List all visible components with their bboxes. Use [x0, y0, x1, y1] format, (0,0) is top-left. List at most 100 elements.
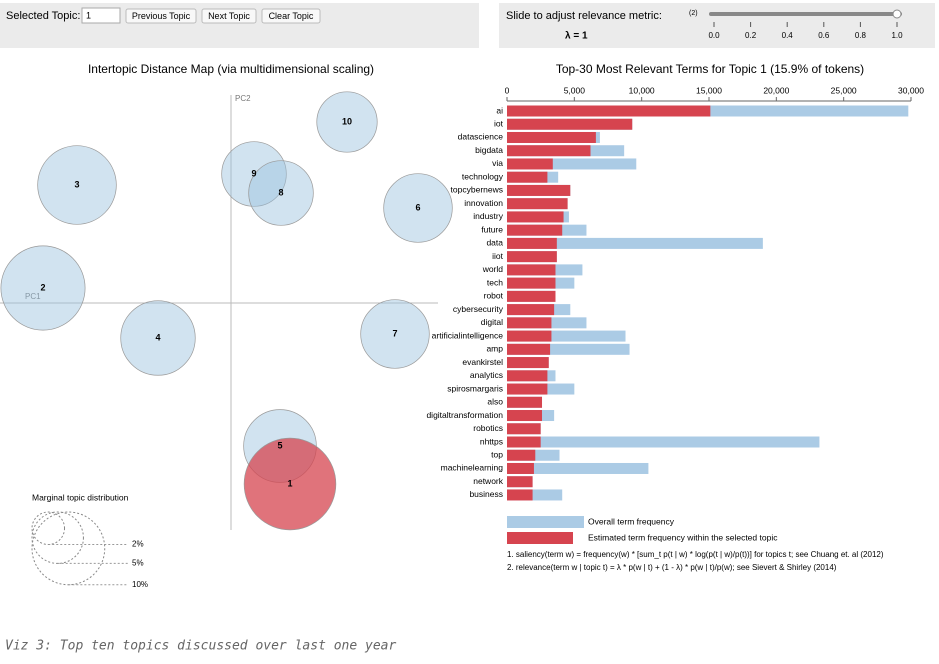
topic-input[interactable] — [81, 7, 121, 24]
term-label[interactable]: robotics — [473, 423, 503, 433]
topic-circle[interactable] — [243, 437, 337, 531]
bar[interactable] — [507, 158, 553, 170]
slider-tick-label: 1.0 — [891, 31, 903, 40]
topic-circle[interactable] — [360, 299, 430, 369]
bar[interactable] — [507, 357, 549, 369]
size-legend-label: 10% — [132, 580, 148, 589]
term-label[interactable]: world — [482, 264, 504, 274]
bar[interactable] — [507, 131, 596, 143]
term-label[interactable]: evankirstel — [462, 357, 503, 367]
term-label[interactable]: top — [491, 449, 503, 459]
term-label[interactable]: cybersecurity — [453, 304, 504, 314]
button-label[interactable]: Previous Topic — [132, 11, 191, 21]
bar[interactable] — [507, 317, 552, 329]
size-legend-title: Marginal topic distribution — [32, 492, 129, 502]
slider-tick-label: 0.8 — [855, 31, 867, 40]
term-label[interactable]: via — [492, 158, 503, 168]
bar[interactable] — [507, 489, 533, 501]
term-label[interactable]: data — [486, 238, 503, 248]
term-label[interactable]: business — [469, 489, 503, 499]
topic-input-value[interactable]: 1 — [86, 10, 91, 20]
size-legend-label: 2% — [132, 540, 144, 549]
topic-circle[interactable] — [316, 91, 378, 153]
bar[interactable] — [507, 343, 551, 355]
bar[interactable] — [507, 264, 556, 276]
bar[interactable] — [507, 343, 630, 355]
x-axis-label: PC1 — [25, 292, 41, 301]
bar[interactable] — [507, 290, 556, 302]
topic-circle[interactable] — [37, 145, 117, 225]
bar[interactable] — [507, 237, 557, 249]
term-label[interactable]: digital — [481, 317, 503, 327]
slider-panel — [499, 3, 935, 48]
term-label[interactable]: technology — [462, 171, 504, 181]
bar[interactable] — [507, 158, 637, 170]
term-label[interactable]: amp — [486, 344, 503, 354]
button[interactable] — [125, 8, 197, 24]
term-label[interactable]: also — [487, 397, 503, 407]
term-label[interactable]: iiot — [492, 251, 504, 261]
term-label[interactable]: innovation — [464, 198, 503, 208]
bar[interactable] — [507, 251, 557, 263]
bar[interactable] — [507, 277, 556, 289]
slider-label: Slide to adjust relevance metric: — [506, 10, 662, 22]
slider-track[interactable] — [709, 12, 902, 16]
term-label[interactable]: artificialintelligence — [432, 330, 504, 340]
bar[interactable] — [507, 370, 548, 382]
button-label[interactable]: Clear Topic — [269, 11, 314, 21]
bar[interactable] — [507, 105, 711, 117]
bar[interactable] — [507, 462, 534, 474]
slider-tick-label: 0.0 — [708, 31, 720, 40]
bar[interactable] — [507, 383, 548, 395]
term-label[interactable]: future — [481, 224, 503, 234]
bar[interactable] — [507, 436, 820, 448]
x-tick-label: 25,000 — [831, 85, 857, 95]
bar[interactable] — [507, 449, 536, 461]
topic-circle[interactable] — [0, 245, 86, 331]
bar[interactable] — [507, 330, 626, 342]
bar[interactable] — [507, 171, 548, 183]
topic-circle[interactable] — [120, 300, 196, 376]
bar[interactable] — [507, 198, 568, 210]
bar[interactable] — [507, 118, 633, 130]
slider-handle[interactable] — [892, 9, 902, 19]
legend-swatch — [507, 516, 584, 528]
topic-circle[interactable] — [221, 141, 287, 207]
x-tick-label: 30,000 — [898, 85, 924, 95]
term-label[interactable]: iot — [494, 118, 504, 128]
bar[interactable] — [507, 330, 552, 342]
term-label[interactable]: datascience — [458, 132, 504, 142]
bar[interactable] — [507, 145, 591, 157]
bar[interactable] — [507, 462, 649, 474]
term-label[interactable]: industry — [473, 211, 504, 221]
bar[interactable] — [507, 396, 543, 408]
topic-circle[interactable] — [248, 160, 314, 226]
topic-label: 10 — [342, 116, 352, 126]
term-label[interactable]: network — [473, 476, 504, 486]
bar[interactable] — [507, 184, 571, 196]
bar[interactable] — [507, 237, 763, 249]
bar[interactable] — [507, 436, 541, 448]
term-label[interactable]: spirosmargaris — [447, 383, 503, 393]
button-label[interactable]: Next Topic — [208, 11, 250, 21]
button[interactable] — [261, 8, 321, 24]
topic-circle[interactable] — [383, 173, 453, 243]
term-label[interactable]: nhttps — [480, 436, 503, 446]
bar[interactable] — [507, 211, 564, 223]
bar[interactable] — [507, 476, 533, 488]
term-label[interactable]: tech — [487, 277, 503, 287]
term-label[interactable]: ai — [496, 105, 503, 115]
term-label[interactable]: bigdata — [475, 145, 503, 155]
term-label[interactable]: machinelearning — [441, 463, 504, 473]
bar[interactable] — [507, 423, 541, 435]
y-axis-label: PC2 — [235, 94, 251, 103]
term-label[interactable]: robot — [484, 291, 504, 301]
bar[interactable] — [507, 410, 543, 422]
bar[interactable] — [507, 489, 563, 501]
bar[interactable] — [507, 304, 555, 316]
term-label[interactable]: analytics — [470, 370, 503, 380]
term-label[interactable]: digitaltransformation — [426, 410, 503, 420]
term-label[interactable]: topcybernews — [451, 185, 503, 195]
button[interactable] — [201, 8, 257, 24]
bar[interactable] — [507, 224, 563, 236]
